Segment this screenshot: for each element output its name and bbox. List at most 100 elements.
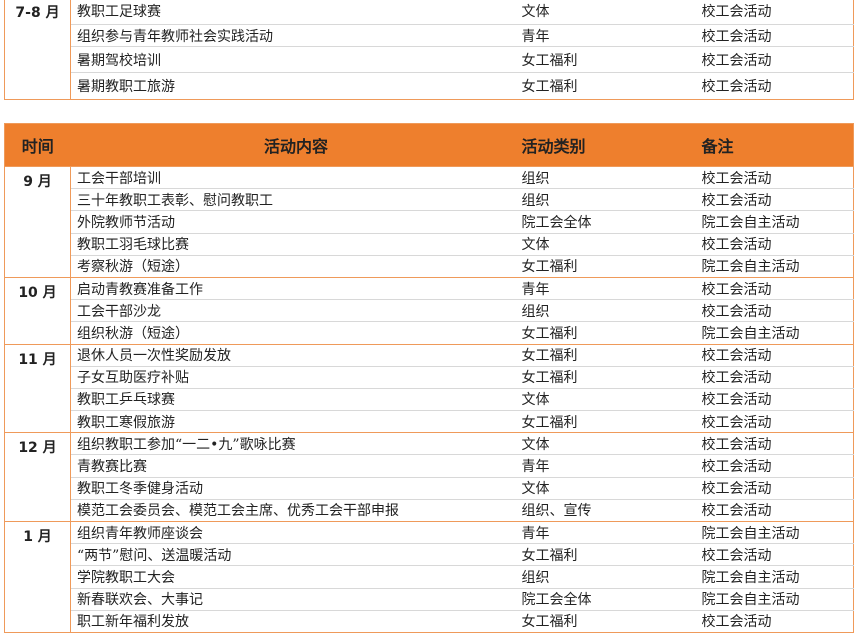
- remark-cell: 院工会自主活动: [695, 565, 854, 589]
- activity-cell: 组织教职工参加“一二•九”歌咏比赛: [70, 432, 516, 455]
- activity-cell: 启动青教赛准备工作: [70, 276, 516, 300]
- remark-cell: 校工会活动: [695, 410, 854, 433]
- activity-cell: 退休人员一次性奖励发放: [70, 343, 516, 367]
- category-cell: 女工福利: [515, 543, 696, 566]
- activity-cell: 暑期教职工旅游: [70, 72, 516, 100]
- table-row: 暑期驾校培训 女工福利 校工会活动: [5, 46, 854, 73]
- category-cell: 文体: [515, 232, 696, 256]
- activity-cell: “两节”慰问、送温暖活动: [70, 543, 516, 566]
- activity-cell: 教职工羽毛球比赛: [70, 232, 516, 256]
- time-cell: 10 月: [4, 276, 71, 344]
- remark-cell: 校工会活动: [695, 72, 854, 100]
- category-cell: 文体: [515, 0, 696, 25]
- table-row: 7-8 月教职工足球赛 文体 校工会活动: [4, 0, 854, 100]
- table-row: 9 月工会干部培训 组织 校工会活动: [4, 165, 854, 278]
- activity-cell: 组织秋游（短途）: [70, 321, 516, 344]
- activity-cell: 新春联欢会、大事记: [70, 587, 516, 611]
- category-cell: 女工福利: [515, 321, 696, 344]
- table-row: 职工新年福利发放 女工福利 校工会活动: [5, 609, 854, 633]
- remark-cell: 校工会活动: [695, 543, 854, 566]
- table-row: 外院教师节活动 院工会全体 院工会自主活动: [5, 210, 854, 234]
- activity-cell: 学院教职工大会: [70, 565, 516, 589]
- activity-cell: 教职工足球赛: [70, 0, 516, 25]
- header-row: 时间 活动内容 活动类别 备注: [4, 123, 854, 167]
- remark-cell: 校工会活动: [695, 343, 854, 367]
- header-cell: 备注: [695, 123, 854, 167]
- category-cell: 女工福利: [515, 410, 696, 433]
- remark-cell: 校工会活动: [695, 299, 854, 322]
- table-row: 暑期教职工旅游 女工福利 校工会活动: [5, 72, 854, 100]
- category-cell: 青年: [515, 276, 696, 300]
- category-cell: 女工福利: [515, 72, 696, 100]
- activity-cell: 职工新年福利发放: [70, 609, 516, 633]
- table-row: “两节”慰问、送温暖活动 女工福利 校工会活动: [5, 543, 854, 566]
- category-cell: 青年: [515, 520, 696, 544]
- remark-cell: 院工会自主活动: [695, 587, 854, 611]
- activity-cell: 教职工冬季健身活动: [70, 476, 516, 500]
- table-row: 青教赛比赛 青年 校工会活动: [5, 454, 854, 478]
- table-row: 子女互助医疗补贴 女工福利 校工会活动: [5, 365, 854, 389]
- category-cell: 组织: [515, 565, 696, 589]
- remark-cell: 院工会自主活动: [695, 254, 854, 278]
- table-row: 工会干部沙龙 组织 校工会活动: [5, 299, 854, 322]
- category-cell: 女工福利: [515, 365, 696, 389]
- activity-cell: 教职工寒假旅游: [70, 410, 516, 433]
- remark-cell: 校工会活动: [695, 609, 854, 633]
- table-row: 10 月启动青教赛准备工作 青年 校工会活动: [4, 276, 854, 344]
- category-cell: 女工福利: [515, 254, 696, 278]
- remark-cell: 校工会活动: [695, 498, 854, 522]
- activity-cell: 考察秋游（短途）: [70, 254, 516, 278]
- top-table: 7-8 月教职工足球赛 文体 校工会活动 组织参与青年教师社会实践活动 青年 校工会活动暑…: [4, 0, 854, 100]
- table-row: 三十年教职工表彰、慰问教职工 组织 校工会活动: [5, 188, 854, 211]
- table-row: 新春联欢会、大事记 院工会全体 院工会自主活动: [5, 587, 854, 611]
- table-row: 12 月组织教职工参加“一二•九”歌咏比赛 文体 校工会活动: [4, 432, 854, 522]
- category-cell: 女工福利: [515, 609, 696, 633]
- table-row: 学院教职工大会 组织 院工会自主活动: [5, 565, 854, 589]
- table-row: 教职工乒乓球赛 文体 校工会活动: [5, 387, 854, 411]
- category-cell: 组织、宣传: [515, 498, 696, 522]
- category-cell: 女工福利: [515, 343, 696, 367]
- category-cell: 女工福利: [515, 46, 696, 73]
- table-row: 教职工寒假旅游 女工福利 校工会活动: [5, 410, 854, 433]
- time-cell: 11 月: [4, 343, 71, 433]
- activity-cell: 青教赛比赛: [70, 454, 516, 478]
- remark-cell: 院工会自主活动: [695, 520, 854, 544]
- remark-cell: 校工会活动: [695, 454, 854, 478]
- table-row: 组织参与青年教师社会实践活动 青年 校工会活动: [5, 24, 854, 47]
- table-row: 教职工冬季健身活动 文体 校工会活动: [5, 476, 854, 500]
- remark-cell: 校工会活动: [695, 188, 854, 211]
- category-cell: 院工会全体: [515, 587, 696, 611]
- remark-cell: 校工会活动: [695, 0, 854, 25]
- category-cell: 组织: [515, 165, 696, 189]
- activity-table: 时间 活动内容 活动类别 备注 9 月工会干部培训 组织 校工会活动 三十年教职工表彰、慰问…: [4, 123, 854, 633]
- activity-cell: 教职工乒乓球赛: [70, 387, 516, 411]
- activity-cell: 组织青年教师座谈会: [70, 520, 516, 544]
- activity-cell: 组织参与青年教师社会实践活动: [70, 24, 516, 47]
- category-cell: 文体: [515, 432, 696, 455]
- category-cell: 青年: [515, 454, 696, 478]
- table-row: 模范工会委员会、模范工会主席、优秀工会干部申报 组织、宣传 校工会活动: [5, 498, 854, 522]
- remark-cell: 校工会活动: [695, 476, 854, 500]
- category-cell: 院工会全体: [515, 210, 696, 234]
- remark-cell: 校工会活动: [695, 432, 854, 455]
- table-row: 11 月退休人员一次性奖励发放 女工福利 校工会活动: [4, 343, 854, 433]
- remark-cell: 校工会活动: [695, 276, 854, 300]
- activity-cell: 模范工会委员会、模范工会主席、优秀工会干部申报: [70, 498, 516, 522]
- table-row: 考察秋游（短途） 女工福利 院工会自主活动: [5, 254, 854, 278]
- activity-cell: 工会干部沙龙: [70, 299, 516, 322]
- category-cell: 文体: [515, 476, 696, 500]
- remark-cell: 校工会活动: [695, 387, 854, 411]
- table-row: 1 月组织青年教师座谈会 青年 院工会自主活动: [4, 520, 854, 633]
- time-cell: 1 月: [4, 521, 71, 633]
- header-cell: 活动内容: [70, 123, 516, 167]
- activity-cell: 工会干部培训: [70, 165, 516, 189]
- activity-cell: 外院教师节活动: [70, 210, 516, 234]
- activity-cell: 子女互助医疗补贴: [70, 365, 516, 389]
- activity-cell: 三十年教职工表彰、慰问教职工: [70, 188, 516, 211]
- time-cell: 7-8 月: [4, 0, 71, 100]
- category-cell: 文体: [515, 387, 696, 411]
- remark-cell: 校工会活动: [695, 365, 854, 389]
- remark-cell: 院工会自主活动: [695, 210, 854, 234]
- time-cell: 9 月: [4, 166, 71, 278]
